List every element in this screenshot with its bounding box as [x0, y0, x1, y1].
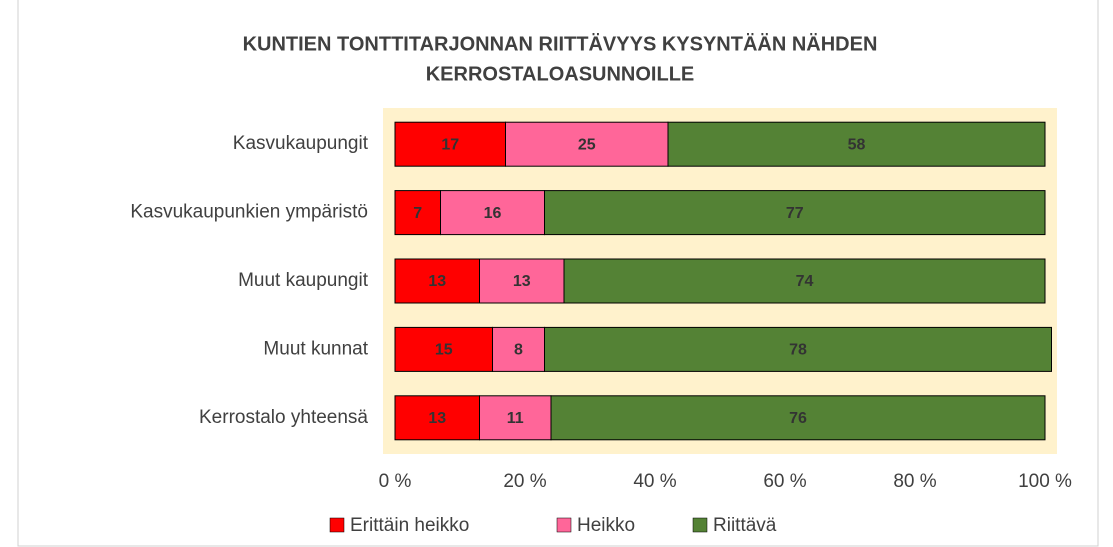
data-label: 7 — [413, 205, 422, 222]
data-label: 8 — [514, 342, 523, 359]
y-tick-label: Kasvukaupungit — [233, 133, 369, 154]
bar-segment — [394, 190, 441, 236]
x-tick-label: 100 % — [1018, 471, 1072, 492]
bar-segment — [479, 395, 552, 441]
y-tick-label: Muut kunnat — [263, 338, 368, 359]
data-label: 17 — [441, 136, 459, 153]
y-tick-label: Kasvukaupunkien ympäristö — [130, 202, 368, 223]
data-label: 13 — [428, 273, 446, 290]
x-tick-label: 40 % — [633, 471, 676, 492]
x-tick-label: 0 % — [379, 471, 412, 492]
data-label: 58 — [848, 136, 866, 153]
chart-title: KERROSTALOASUNNOILLE — [426, 63, 695, 85]
y-tick-label: Muut kaupungit — [238, 270, 369, 291]
legend-label: Heikko — [577, 515, 635, 536]
bar-segment — [394, 395, 480, 441]
data-label: 13 — [513, 273, 531, 290]
bar-segment — [544, 190, 1046, 236]
bar-segment — [440, 190, 545, 236]
x-tick-label: 60 % — [763, 471, 806, 492]
y-tick-label: Kerrostalo yhteensä — [199, 407, 368, 428]
chart-title: KUNTIEN TONTTITARJONNAN RIITTÄVYYS KYSYN… — [243, 32, 878, 55]
legend-swatch — [692, 517, 708, 533]
data-label: 78 — [789, 342, 807, 359]
data-label: 74 — [796, 273, 814, 290]
legend-label: Riittävä — [713, 515, 777, 536]
data-label: 25 — [578, 136, 596, 153]
data-label: 16 — [484, 205, 502, 222]
x-tick-label: 20 % — [503, 471, 546, 492]
x-tick-label: 80 % — [893, 471, 936, 492]
bar-segment — [667, 121, 1046, 167]
bar-segment — [505, 121, 669, 167]
data-label: 13 — [428, 410, 446, 427]
legend-swatch — [556, 517, 572, 533]
data-label: 76 — [789, 410, 807, 427]
bar-segment — [544, 326, 1052, 372]
data-label: 11 — [507, 410, 524, 427]
bar-segment — [492, 326, 545, 372]
data-label: 77 — [786, 205, 804, 222]
bar-segment — [550, 395, 1046, 441]
bar-segment — [394, 121, 506, 167]
bar-segment — [563, 258, 1046, 304]
legend-label: Erittäin heikko — [350, 515, 469, 536]
legend-swatch — [329, 517, 345, 533]
data-label: 15 — [435, 342, 453, 359]
